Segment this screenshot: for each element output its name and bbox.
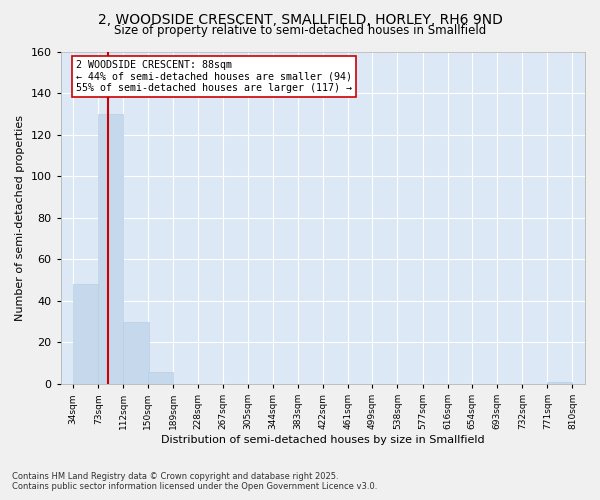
Bar	[148, 372, 173, 384]
Text: Size of property relative to semi-detached houses in Smallfield: Size of property relative to semi-detach…	[114, 24, 486, 37]
X-axis label: Distribution of semi-detached houses by size in Smallfield: Distribution of semi-detached houses by …	[161, 435, 485, 445]
Text: 2, WOODSIDE CRESCENT, SMALLFIELD, HORLEY, RH6 9ND: 2, WOODSIDE CRESCENT, SMALLFIELD, HORLEY…	[98, 12, 502, 26]
Text: Contains HM Land Registry data © Crown copyright and database right 2025.
Contai: Contains HM Land Registry data © Crown c…	[12, 472, 377, 491]
Bar	[124, 322, 149, 384]
Y-axis label: Number of semi-detached properties: Number of semi-detached properties	[15, 115, 25, 321]
Bar	[547, 382, 572, 384]
Bar	[73, 284, 98, 384]
Text: 2 WOODSIDE CRESCENT: 88sqm
← 44% of semi-detached houses are smaller (94)
55% of: 2 WOODSIDE CRESCENT: 88sqm ← 44% of semi…	[76, 60, 352, 93]
Bar	[98, 114, 124, 384]
